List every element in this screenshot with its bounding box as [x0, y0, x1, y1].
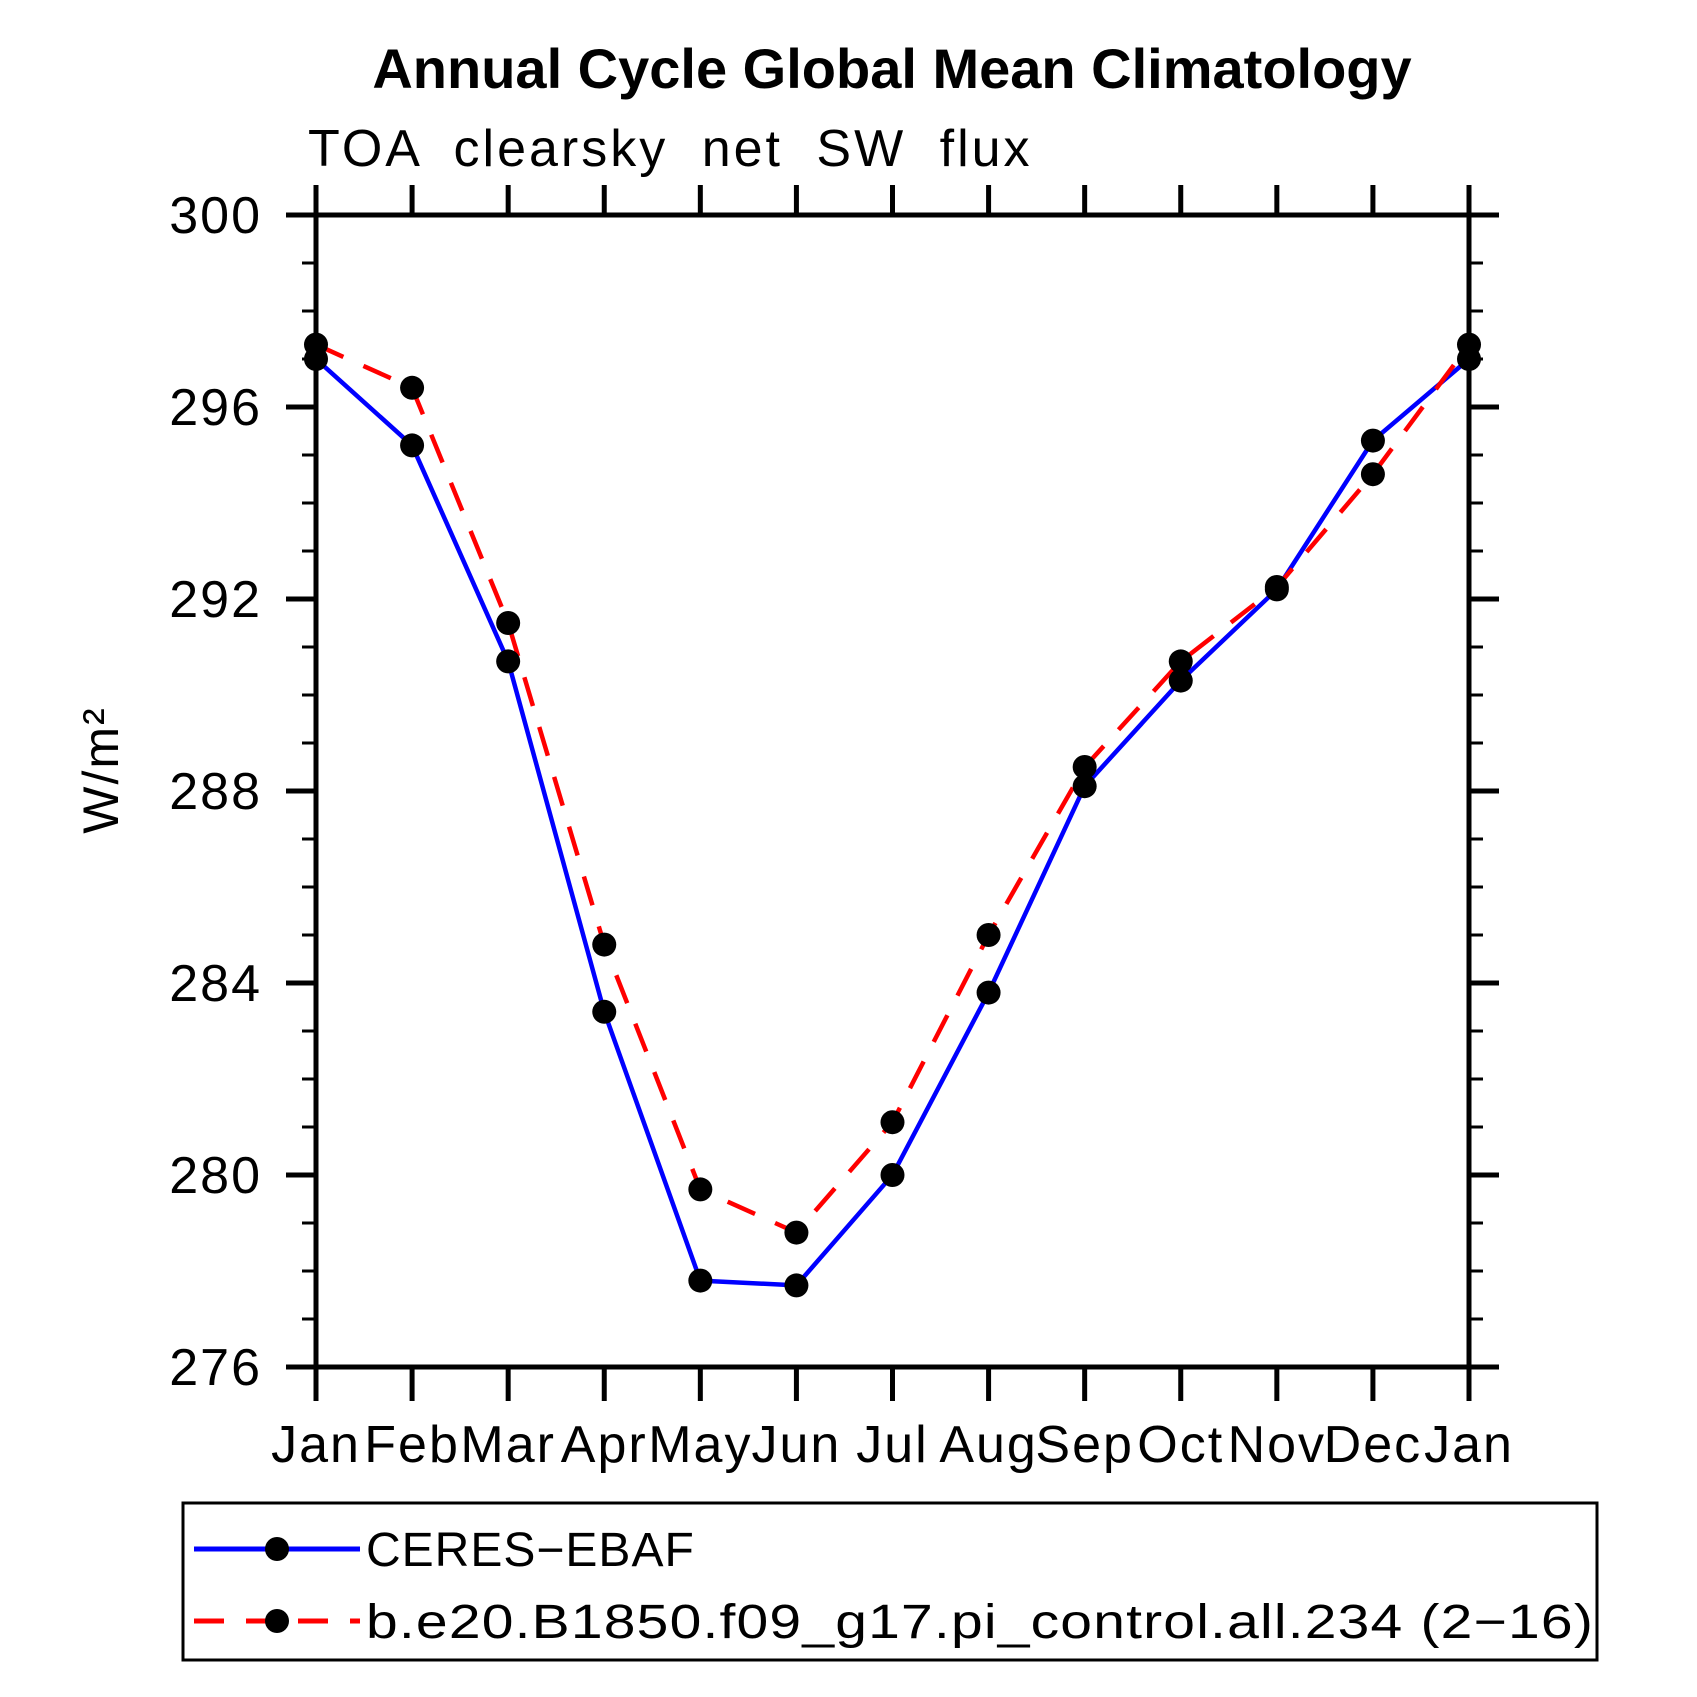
chart-title: Annual Cycle Global Mean Climatology — [372, 37, 1411, 100]
x-tick-label: Apr — [561, 1416, 648, 1474]
x-tick-label: Feb — [364, 1416, 460, 1474]
x-tick-label: Jun — [751, 1416, 841, 1474]
plot-frame — [313, 212, 1472, 1370]
data-point-marker — [976, 980, 1001, 1005]
y-tick-label: 300 — [169, 187, 262, 245]
y-tick-label: 284 — [169, 955, 262, 1013]
data-point-marker — [976, 923, 1001, 947]
x-tick-label: Mar — [460, 1416, 556, 1474]
data-point-marker — [400, 433, 425, 458]
legend-sample-marker-model — [265, 1609, 289, 1633]
data-point-marker — [1264, 575, 1289, 599]
data-point-marker — [592, 932, 617, 957]
legend-sample-marker-ceres — [265, 1537, 289, 1561]
x-tick-label: Jan — [271, 1416, 361, 1474]
data-point-marker — [1072, 755, 1097, 779]
data-point-marker — [496, 611, 521, 635]
x-tick-label: Jul — [856, 1416, 928, 1474]
x-tick-label: Aug — [939, 1416, 1038, 1474]
data-point-marker — [688, 1268, 713, 1293]
y-axis-label: W/m² — [73, 706, 129, 833]
x-tick-label: Oct — [1137, 1416, 1224, 1474]
data-point-marker — [1168, 649, 1193, 674]
y-tick-labels: 300 296 292 288 284 280 276 — [169, 187, 262, 1397]
legend: CERES−EBAF b.e20.B1850.f09_g17.pi_contro… — [181, 1501, 1599, 1662]
x-tick-label: Dec — [1324, 1416, 1422, 1474]
data-point-marker — [592, 999, 617, 1024]
data-point-marker — [1168, 668, 1193, 693]
data-point-marker — [1072, 774, 1097, 799]
x-tick-label: Jan — [1424, 1416, 1514, 1474]
x-tick-label: May — [648, 1416, 752, 1474]
data-point-marker — [400, 375, 425, 400]
legend-box — [181, 1501, 1599, 1662]
chart-subtitle: TOA clearsky net SW flux — [308, 120, 1033, 178]
series-line-1 — [315, 342, 1471, 1235]
data-point-marker — [688, 1177, 713, 1202]
x-tick-label: Sep — [1035, 1416, 1134, 1474]
legend-label-model: b.e20.B1850.f09_g17.pi_control.all.234 (… — [366, 1596, 1594, 1649]
data-point-marker — [880, 1110, 905, 1135]
y-tick-label: 280 — [169, 1147, 262, 1205]
data-point-marker — [1360, 428, 1385, 453]
y-tick-label: 288 — [169, 763, 262, 821]
series-line-0 — [314, 357, 1471, 1288]
y-tick-label: 296 — [169, 379, 262, 437]
y-tick-label: 292 — [169, 571, 262, 629]
data-point-marker — [880, 1163, 905, 1187]
y-tick-label: 276 — [169, 1339, 262, 1397]
axis-ticks — [286, 185, 1499, 1401]
data-series — [304, 332, 1481, 1298]
data-point-marker — [784, 1220, 809, 1245]
legend-label-ceres: CERES−EBAF — [366, 1524, 695, 1577]
data-point-marker — [784, 1273, 809, 1298]
x-tick-label: Nov — [1228, 1416, 1326, 1474]
data-point-marker — [496, 649, 521, 674]
data-point-marker — [1360, 462, 1385, 487]
